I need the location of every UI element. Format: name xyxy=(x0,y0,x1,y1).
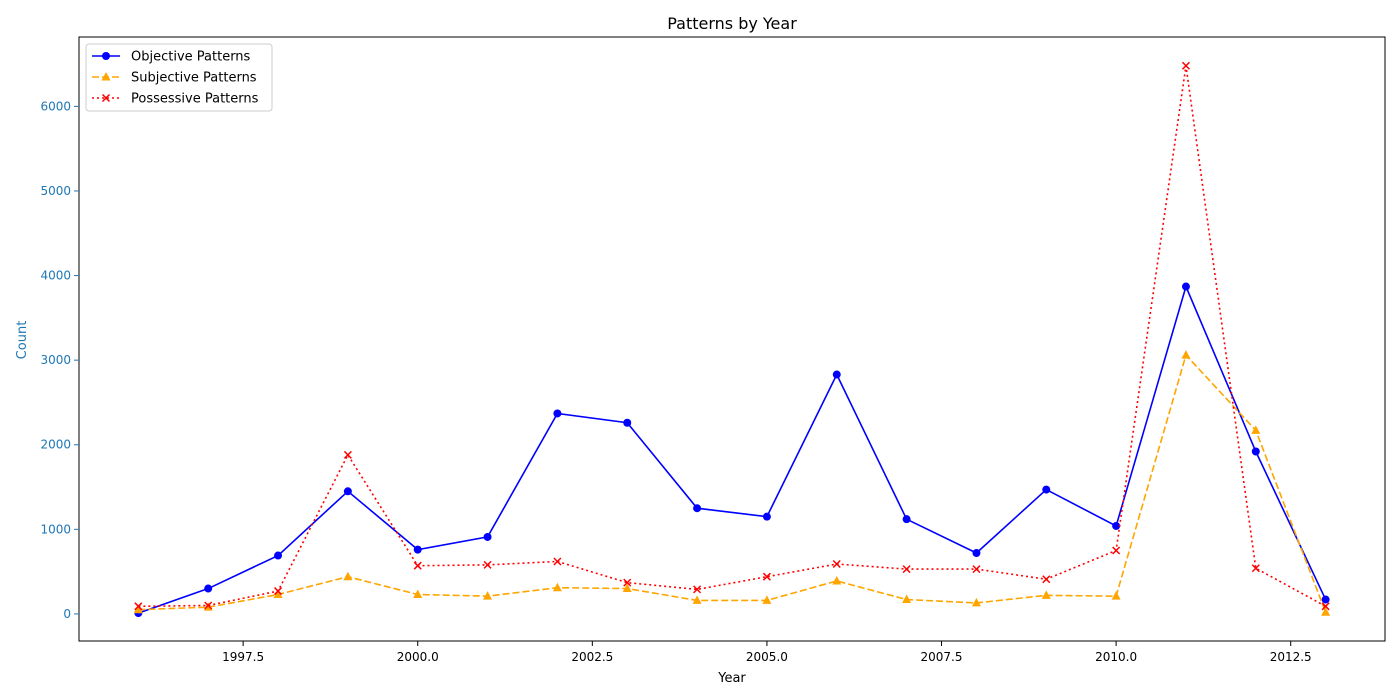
data-point xyxy=(343,450,352,459)
data-point xyxy=(204,584,213,593)
data-point xyxy=(902,594,912,604)
data-point xyxy=(413,589,423,598)
series-line xyxy=(138,353,1327,613)
legend-label: Subjective Patterns xyxy=(131,71,257,86)
data-point xyxy=(623,578,632,587)
x-tick-label: 2010.0 xyxy=(1095,650,1137,664)
data-point xyxy=(1181,61,1190,70)
y-tick-label: 5000 xyxy=(40,184,71,198)
data-point xyxy=(1041,590,1051,599)
data-point xyxy=(133,604,143,614)
data-point xyxy=(483,560,492,569)
x-tick-label: 2007.5 xyxy=(921,650,963,664)
data-point xyxy=(832,370,841,379)
data-point xyxy=(1112,546,1121,555)
data-point xyxy=(1181,282,1190,291)
data-point xyxy=(1042,575,1051,584)
y-tick-label: 6000 xyxy=(40,99,71,113)
data-point xyxy=(1321,602,1330,611)
legend-marker xyxy=(101,72,111,81)
x-tick-label: 2000.0 xyxy=(397,650,439,664)
y-tick-label: 0 xyxy=(63,607,71,621)
data-point xyxy=(1251,447,1260,456)
data-point xyxy=(832,559,841,569)
data-point xyxy=(1181,350,1191,359)
legend: Objective Patterns Subjective Patterns Pos… xyxy=(85,43,273,112)
data-point xyxy=(762,512,771,521)
y-tick-label: 3000 xyxy=(40,353,71,367)
data-point xyxy=(1251,425,1261,434)
data-point xyxy=(343,571,353,581)
data-point xyxy=(1321,595,1330,604)
plot-frame xyxy=(78,36,1386,642)
data-point xyxy=(483,591,493,600)
x-tick-label: 2012.5 xyxy=(1270,650,1312,664)
data-point xyxy=(413,545,422,554)
data-point xyxy=(343,487,352,496)
data-point xyxy=(762,572,771,581)
data-point xyxy=(972,549,981,558)
data-point xyxy=(622,583,632,593)
data-point xyxy=(134,602,143,611)
data-point xyxy=(553,557,562,566)
data-point xyxy=(832,575,842,585)
data-point xyxy=(692,595,702,604)
x-axis-label: Year xyxy=(717,671,746,686)
data-point xyxy=(274,551,283,560)
data-point xyxy=(273,589,283,598)
chart-title: Patterns by Year xyxy=(667,14,797,33)
data-point xyxy=(902,565,911,574)
y-tick-label: 1000 xyxy=(40,522,71,536)
data-point xyxy=(413,561,422,570)
data-point xyxy=(274,587,283,596)
data-point xyxy=(483,532,492,541)
x-tick-label: 2005.0 xyxy=(746,650,788,664)
data-point xyxy=(902,515,911,524)
data-point xyxy=(971,597,981,607)
data-point xyxy=(693,504,702,513)
legend-label: Objective Patterns xyxy=(131,50,251,65)
data-point xyxy=(1251,564,1260,573)
legend-label: Possessive Patterns xyxy=(131,92,259,107)
data-point xyxy=(693,585,702,594)
data-point xyxy=(1112,521,1121,530)
legend-marker xyxy=(101,93,111,103)
series-line xyxy=(138,65,1327,608)
legend-marker xyxy=(102,52,110,60)
legend-box xyxy=(85,43,273,112)
legend-item: Subjective Patterns xyxy=(92,71,257,86)
legend-item: Possessive Patterns xyxy=(92,92,259,107)
data-point xyxy=(552,582,562,592)
data-point xyxy=(762,595,772,604)
x-tick-label: 1997.5 xyxy=(222,650,264,664)
data-point xyxy=(1042,485,1051,494)
series-possessive-patterns xyxy=(134,61,1330,611)
series-line xyxy=(138,284,1327,614)
y-tick-label: 4000 xyxy=(40,269,71,283)
data-point xyxy=(623,418,632,427)
data-point xyxy=(1321,607,1331,616)
series-objective-patterns xyxy=(134,282,1330,618)
series-subjective-patterns xyxy=(133,350,1331,616)
data-point xyxy=(972,565,981,574)
legend-item: Objective Patterns xyxy=(92,50,251,65)
data-point xyxy=(1111,591,1121,600)
y-tick-label: 2000 xyxy=(40,438,71,452)
y-axis-label: Count xyxy=(15,321,30,360)
data-point xyxy=(553,409,562,418)
x-tick-label: 2002.5 xyxy=(571,650,613,664)
data-point xyxy=(204,601,213,610)
